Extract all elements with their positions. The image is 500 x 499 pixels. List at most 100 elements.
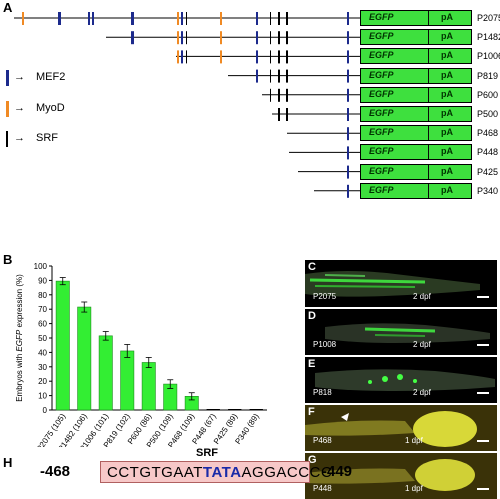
egfp-cassette: EGFP pA [360, 86, 472, 103]
micrograph-d: D P1008 2 dpf [305, 309, 497, 355]
egfp-label: EGFP [369, 69, 394, 80]
myod-site-mark [177, 31, 179, 45]
pa-label: pA [441, 12, 453, 22]
srf-site-mark [286, 31, 288, 45]
srf-site-mark [270, 12, 271, 25]
mef2-site-mark [347, 31, 349, 45]
egfp-cassette: EGFP pA [360, 67, 472, 84]
egfp-label: EGFP [369, 88, 394, 99]
mef2-site-mark [256, 50, 258, 64]
micrograph-c-letter: C [308, 261, 316, 273]
micrograph-f-stage: 1 dpf [405, 436, 423, 445]
srf-site-mark [286, 12, 288, 25]
micrograph-e-construct: P818 [313, 388, 332, 397]
construct-label: P1006 [477, 51, 500, 62]
srf-site-mark [186, 50, 187, 64]
micrograph-e-letter: E [308, 358, 316, 370]
panel-a-letter: A [3, 0, 13, 15]
srf-site-mark [278, 50, 280, 64]
construct-label: P425 [477, 166, 499, 177]
pa-label: pA [441, 69, 453, 80]
myod-site-mark [177, 50, 179, 64]
pa-divider [428, 145, 429, 160]
micrograph-c-stage: 2 dpf [413, 292, 431, 301]
srf-site-mark [186, 31, 187, 45]
egfp-cassette: EGFP pA [360, 10, 472, 26]
bar-P1006 (101) [98, 335, 113, 411]
egfp-cassette: EGFP pA [360, 163, 472, 180]
egfp-cassette: EGFP pA [360, 29, 472, 46]
srf-site-mark [270, 69, 271, 83]
pa-label: pA [441, 88, 453, 99]
mef2-site-mark [181, 12, 183, 25]
construct-label: P500 [477, 109, 499, 119]
mef2-site-mark [347, 69, 349, 83]
y-tick-label: 10 [38, 392, 47, 401]
sequence-start-coordinate: -468 [40, 463, 71, 480]
y-tick-label: 80 [38, 291, 47, 300]
mef2-site-mark [347, 184, 349, 198]
pa-divider [428, 49, 429, 64]
y-tick-label: 100 [34, 262, 48, 271]
bar-P600 (86) [141, 362, 156, 411]
mef2-site-mark [181, 31, 183, 45]
srf-site-mark [286, 50, 288, 64]
egfp-cassette: EGFP pA [360, 48, 472, 65]
construct-label: P2075 [477, 13, 500, 23]
promoter-lines [14, 12, 360, 198]
srf-legend-mark [6, 131, 8, 147]
srf-site-mark [286, 88, 288, 102]
myod-site-mark [220, 12, 222, 25]
micrograph-d-construct: P1008 [313, 340, 337, 349]
mef2-site-mark [131, 12, 134, 25]
egfp-label: EGFP [369, 184, 394, 195]
srf-site-mark [278, 108, 280, 121]
bar-P2075 (105) [55, 280, 70, 411]
tata-motif: TATA [202, 464, 242, 481]
micrograph-f-letter: F [308, 406, 315, 418]
pa-label: pA [441, 108, 453, 118]
srf-site-mark [278, 12, 280, 25]
mef2-site-mark [347, 127, 349, 141]
egfp-label: EGFP [369, 146, 394, 157]
y-tick-label: 90 [38, 276, 47, 285]
construct-label: P1482 [477, 32, 500, 43]
bar-P819 (102) [120, 350, 135, 411]
egfp-label: EGFP [369, 127, 394, 138]
promoter-constructs-diagram [0, 0, 500, 200]
pa-label: pA [441, 184, 453, 195]
micrograph-d-letter: D [308, 310, 316, 322]
mef2-site-mark [347, 50, 349, 64]
myod-legend-label: MyoD [36, 102, 65, 114]
srf-site-mark [286, 69, 288, 83]
scale-bar-f [477, 440, 489, 442]
mef2-legend-arrow: → [14, 71, 25, 83]
mef2-site-mark [58, 12, 61, 25]
srf-site-mark [278, 88, 280, 102]
y-tick-label: 40 [38, 348, 47, 357]
scale-bar-e [477, 392, 489, 394]
egfp-label: EGFP [369, 108, 394, 118]
pa-label: pA [441, 50, 453, 61]
srf-legend-label: SRF [36, 132, 58, 144]
sequence-end-coordinate: -449 [322, 463, 353, 480]
mef2-site-mark [256, 31, 258, 45]
pa-divider [428, 126, 429, 141]
mef2-legend-mark [6, 70, 9, 86]
mef2-site-mark [347, 12, 349, 25]
construct-label: P448 [477, 147, 499, 158]
srf-site-mark [278, 31, 280, 45]
myod-site-mark [177, 12, 179, 25]
pa-label: pA [441, 146, 453, 157]
egfp-label: EGFP [369, 50, 394, 61]
srf-site-mark [270, 50, 271, 64]
micrograph-g-stage: 1 dpf [405, 484, 423, 493]
scale-bar-c [477, 296, 489, 298]
srf-sequence-box: CCTGTGAATTATAAGGACCCC [100, 461, 332, 483]
srf-site-mark [186, 12, 187, 25]
micrograph-c-construct: P2075 [313, 292, 337, 301]
pa-divider [428, 87, 429, 102]
myod-site-mark [220, 50, 222, 64]
larva-image-g [305, 459, 475, 491]
mef2-site-mark [347, 108, 349, 121]
